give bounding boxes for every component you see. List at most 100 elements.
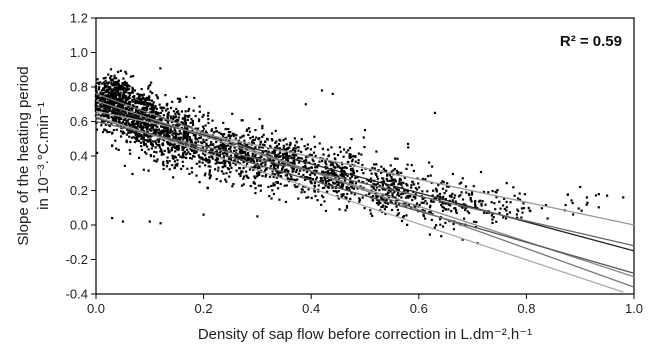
data-point-2272 (311, 178, 314, 181)
data-point-1335 (166, 133, 169, 136)
data-point-1041 (131, 88, 134, 91)
data-point-939 (116, 107, 120, 111)
data-point-1474 (136, 132, 139, 136)
data-point-1879 (208, 160, 211, 163)
data-point-1686 (195, 174, 198, 177)
data-point-2398 (357, 179, 360, 182)
data-point-2918 (472, 185, 475, 188)
data-point-2381 (341, 169, 344, 173)
data-point-625 (160, 131, 163, 135)
data-point-1941 (295, 168, 298, 172)
data-point-2827 (451, 172, 454, 176)
data-point-1035 (143, 114, 146, 117)
data-point-1389 (172, 116, 175, 119)
data-point-621 (132, 100, 135, 103)
data-point-1348 (165, 127, 168, 130)
data-point-1497 (186, 135, 189, 138)
data-point-2322 (337, 190, 340, 193)
data-point-1728 (242, 183, 245, 186)
data-point-1485 (188, 114, 191, 117)
data-point-1274 (161, 131, 165, 134)
data-point-1437 (176, 146, 179, 149)
data-point-1559 (228, 137, 232, 140)
data-point-1965 (286, 177, 289, 180)
data-point-1694 (252, 138, 255, 142)
data-point-251 (128, 85, 131, 88)
data-point-1099 (177, 116, 180, 119)
data-point-2301 (345, 206, 349, 209)
data-point-2339 (375, 186, 379, 189)
data-point-1673 (244, 153, 247, 156)
data-point-132 (106, 110, 109, 113)
data-point-2967 (495, 220, 498, 223)
data-point-2503 (341, 185, 344, 188)
data-point-2229 (313, 145, 317, 148)
data-point-1081 (172, 118, 175, 121)
data-point-1167 (139, 133, 142, 136)
data-point-1279 (164, 118, 167, 122)
data-point-384 (102, 104, 106, 107)
data-point-2353 (327, 155, 330, 158)
data-point-2518 (338, 166, 342, 169)
data-point-2254 (358, 200, 361, 203)
y-tick-label: 0.2 (70, 183, 88, 198)
data-point-2665 (390, 178, 394, 182)
data-point-2234 (259, 189, 262, 192)
data-point-626 (131, 172, 134, 176)
data-point-1482 (178, 123, 181, 127)
data-point-2793 (428, 211, 431, 214)
data-point-1662 (254, 177, 257, 180)
data-point-2563 (410, 164, 413, 167)
data-point-1096 (150, 124, 153, 127)
data-point-460 (107, 73, 110, 76)
data-point-877 (123, 123, 126, 127)
data-point-847 (129, 112, 132, 115)
data-point-2177 (296, 146, 299, 149)
data-point-1380 (139, 125, 142, 128)
data-point-1177 (184, 120, 187, 123)
data-point-1235 (146, 134, 149, 137)
data-point-2522 (337, 181, 340, 184)
data-point-1046 (150, 103, 153, 106)
data-point-386 (109, 68, 113, 71)
data-point-1830 (229, 157, 232, 160)
data-point-1442 (179, 136, 182, 140)
data-point-1712 (171, 154, 174, 157)
data-point-2797 (450, 195, 453, 199)
data-point-2236 (285, 143, 288, 146)
data-point-827 (152, 106, 156, 109)
data-point-2532 (351, 155, 354, 158)
data-point-970 (148, 102, 152, 105)
data-point-1150 (158, 143, 161, 146)
data-point-38 (104, 114, 107, 118)
data-point-1956 (297, 172, 301, 175)
data-point-89 (124, 95, 127, 98)
data-point-1470 (198, 110, 201, 113)
data-point-1670 (242, 167, 245, 170)
data-point-1457 (183, 131, 186, 134)
data-point-462 (107, 81, 110, 84)
data-point-360 (119, 91, 122, 94)
data-point-2270 (307, 196, 310, 199)
data-point-2910 (470, 200, 473, 203)
data-point-1436 (186, 128, 189, 131)
data-point-1570 (212, 131, 216, 134)
data-point-2129 (308, 153, 311, 156)
data-point-2196 (286, 159, 290, 162)
data-point-2594 (422, 201, 425, 204)
data-point-2614 (396, 213, 399, 216)
data-point-1567 (240, 148, 243, 151)
data-point-96 (112, 104, 116, 107)
data-point-223 (115, 77, 118, 80)
data-point-2263 (325, 163, 328, 166)
data-point-1603 (244, 144, 248, 147)
x-axis-title: Density of sap flow before correction in… (198, 326, 532, 343)
data-point-1024 (133, 125, 136, 128)
data-point-2622 (405, 214, 408, 217)
data-point-1816 (229, 145, 232, 149)
data-point-3003 (597, 193, 600, 196)
data-point-363 (95, 121, 98, 125)
data-point-88 (108, 110, 111, 113)
data-point-2606 (397, 183, 400, 186)
data-point-1251 (142, 110, 145, 114)
